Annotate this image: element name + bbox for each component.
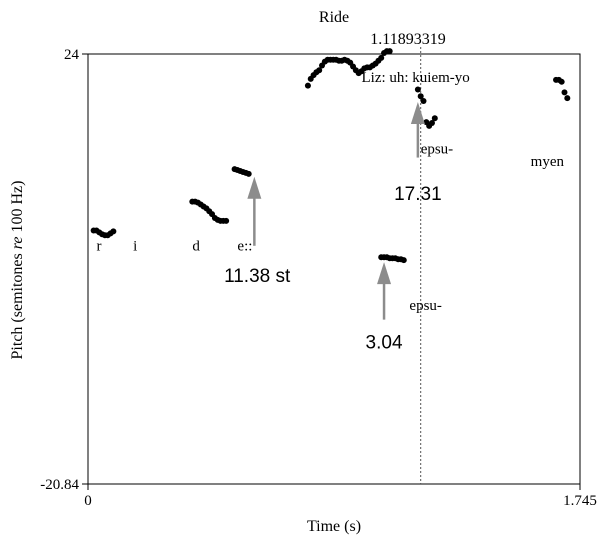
cursor-value-label: 1.11893319 [370,31,445,48]
pitch-point [428,120,435,127]
pitch-point [564,95,571,102]
annotation-value: 17.31 [394,184,442,205]
y-tick-label-top: 24 [64,47,80,63]
segment-label: epsu- [421,142,454,158]
segment-label: Liz: uh: kuiem-yo [361,70,469,86]
pitch-points [90,48,571,264]
pitch-point [245,170,252,177]
annotation-value: 11.38 st [224,266,291,287]
pitch-point [431,115,438,122]
x-tick-label-left: 0 [84,493,92,509]
segment-label: r [96,239,101,255]
segment-label: d [192,239,200,255]
plot-frame [87,53,581,485]
annotation-arrow-head [247,176,262,199]
segment-label: myen [531,154,565,170]
annotation-value: 3.04 [366,332,403,353]
pitch-point [110,228,117,235]
pitch-point [386,48,393,55]
segment-label: epsu- [409,298,442,314]
annotation-arrows: 11.38 st 17.31 3.04 [224,101,442,353]
pitch-point [304,82,311,89]
y-axis-label-part3: 100 Hz) [9,181,26,237]
y-axis-label: Pitch (semitones re 100 Hz) [9,181,26,360]
pitch-point [316,67,323,74]
pitch-point [414,86,421,93]
x-tick-label-right: 1.745 [563,493,597,509]
annotation-arrow-head [410,101,425,124]
y-tick-label-bottom: -20.84 [40,477,79,493]
x-axis-label: Time (s) [307,518,361,535]
pitch-point [420,97,427,104]
annotation-arrow-head [377,262,392,285]
y-axis-label-part1: Pitch (semitones [9,249,26,359]
pitch-point [400,257,407,264]
chart-title: Ride [319,9,349,26]
pitch-point [223,217,230,224]
segment-label: e:: [237,239,252,255]
pitch-point [558,78,565,85]
pitch-point [417,93,424,100]
y-axis-label-part2: re [9,237,26,250]
pitch-point [378,54,385,61]
segment-label: i [133,239,137,255]
pitch-point [561,89,568,96]
